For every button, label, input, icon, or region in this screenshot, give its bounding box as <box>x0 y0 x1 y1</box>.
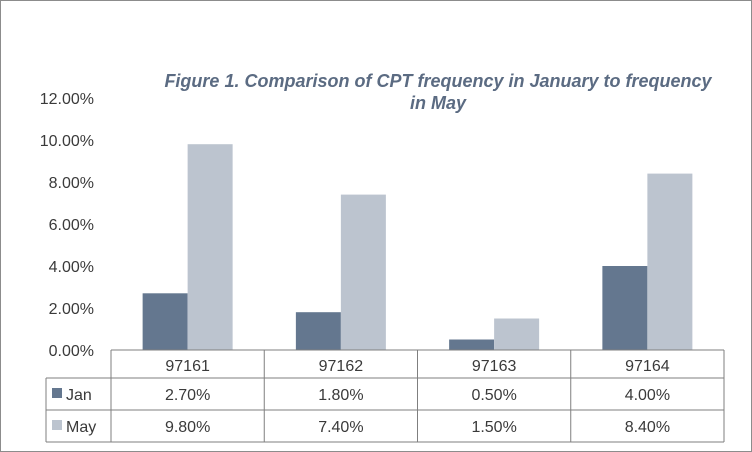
bar-jan-97162 <box>295 312 341 350</box>
x-tick-label: 97161 <box>165 358 210 375</box>
data-table: 97161 97162 97163 97164 Jan 2.70% 1.80% 0.50% 4.… <box>45 349 725 443</box>
bar-jan-97164 <box>602 266 648 350</box>
data-label: 9.80% <box>165 419 210 436</box>
y-tick-label: 2.00% <box>49 301 94 318</box>
bar-may-97162 <box>340 194 386 350</box>
bars-group <box>142 144 693 350</box>
data-label: 2.70% <box>165 387 210 404</box>
legend-swatch-may <box>52 420 62 430</box>
y-tick-label: 8.00% <box>49 175 94 192</box>
data-label: 8.40% <box>625 419 670 436</box>
x-tick-label: 97164 <box>625 358 670 375</box>
y-axis-ticks: 0.00% 2.00% 4.00% 6.00% 8.00% 10.00% 12.00% <box>40 91 94 360</box>
chart-title-line-1: Figure 1. Comparison of CPT frequency in… <box>164 71 712 91</box>
legend-label-jan: Jan <box>66 387 92 404</box>
y-tick-label: 12.00% <box>40 91 94 108</box>
bar-jan-97161 <box>142 293 188 350</box>
bar-jan-97163 <box>449 339 495 350</box>
data-label: 1.50% <box>471 419 516 436</box>
y-tick-label: 0.00% <box>49 343 94 360</box>
bar-may-97164 <box>647 173 693 350</box>
x-tick-label: 97162 <box>319 358 364 375</box>
legend-label-may: May <box>66 419 96 436</box>
data-label: 4.00% <box>625 387 670 404</box>
bar-may-97161 <box>187 144 233 350</box>
data-label: 0.50% <box>471 387 516 404</box>
chart-title-line-2: in May <box>410 93 467 113</box>
legend-swatch-jan <box>52 388 62 398</box>
data-label: 7.40% <box>318 419 363 436</box>
data-label: 1.80% <box>318 387 363 404</box>
bar-may-97163 <box>494 318 540 350</box>
y-tick-label: 10.00% <box>40 133 94 150</box>
y-tick-label: 4.00% <box>49 259 94 276</box>
y-tick-label: 6.00% <box>49 217 94 234</box>
x-tick-label: 97163 <box>472 358 517 375</box>
